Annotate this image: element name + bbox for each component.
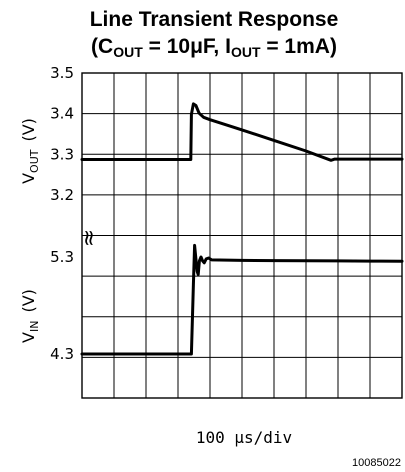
chart-title-line2: (COUT = 10μF, IOUT = 1mA) [91,35,337,60]
y-tick-label: 3.4 [50,105,74,123]
vout-axis-label: VOUT(V) [19,118,41,184]
y-tick-label: 3.2 [50,186,74,204]
y-tick-label: 3.5 [50,64,74,82]
vout-trace [80,102,404,162]
vin-axis-label: VIN(V) [19,289,41,343]
x-axis-label: 100 μs/div [196,428,292,447]
y-tick-label: 4.3 [50,345,74,363]
chart-title-line1: Line Transient Response [90,8,339,31]
figure-id: 10085022 [352,457,401,469]
vin-trace [80,243,404,356]
y-tick-labels: 3.5 3.4 3.3 3.2 5.3 4.3 [50,64,74,363]
trace-group [80,102,404,356]
chart-grid [81,72,403,399]
y-tick-label: 3.3 [50,145,74,163]
y-tick-label: 5.3 [50,248,74,266]
axis-break-symbol: ≈ [76,229,101,247]
